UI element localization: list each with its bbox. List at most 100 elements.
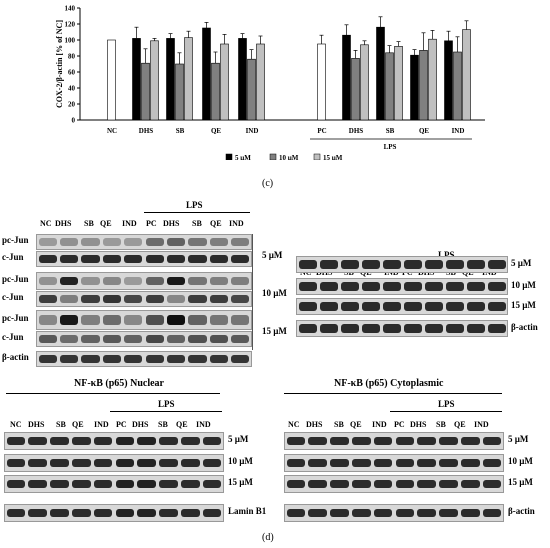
blot-band	[424, 260, 443, 269]
bar	[256, 43, 265, 121]
legend-swatch	[313, 153, 321, 160]
blot-band	[159, 508, 178, 518]
blot-band	[439, 508, 458, 518]
blot-row-label: β-actin	[511, 321, 538, 332]
blot-band	[137, 479, 157, 489]
bar	[184, 37, 193, 121]
nfkb-cyto-panel: NF-κB (p65) Cytoplasmic LPS NC DHS SB QE IND…	[280, 378, 550, 528]
x-tick-label: DHS	[349, 127, 364, 135]
blot-band	[231, 255, 250, 263]
blot-band	[403, 282, 422, 291]
blot-band	[460, 436, 480, 446]
blot-band	[159, 436, 178, 446]
lane-label: PC	[394, 420, 405, 429]
blot-band	[38, 355, 57, 363]
blot-band	[28, 479, 48, 489]
blot-band	[71, 508, 91, 518]
blot-strip	[296, 320, 508, 337]
x-tick-label: PC	[317, 127, 326, 135]
blot-band	[93, 436, 113, 446]
blot-band	[188, 238, 207, 246]
blot-row-label: Lamin B1	[228, 506, 267, 516]
blot-band	[202, 508, 222, 518]
y-tick-label: 120	[65, 21, 76, 29]
blot-band	[351, 436, 371, 446]
blot-band	[188, 295, 207, 303]
bar	[351, 58, 360, 121]
blot-band	[395, 508, 415, 518]
blot-band	[102, 335, 122, 343]
blot-band	[445, 282, 464, 291]
blot-band	[417, 436, 437, 446]
lane-label: IND	[94, 420, 109, 429]
blot-band	[28, 458, 48, 468]
blot-band	[50, 479, 69, 489]
blot-band	[124, 314, 143, 326]
bar	[211, 62, 220, 121]
bar	[107, 39, 116, 121]
blot-strip	[284, 454, 504, 472]
blot-strip	[296, 278, 508, 295]
lane-label: DHS	[55, 219, 72, 228]
blot-strip	[36, 234, 252, 250]
blot-strip	[36, 310, 252, 330]
blot-band	[330, 508, 349, 518]
blot-band	[373, 436, 393, 446]
x-tick-label: NC	[107, 127, 117, 135]
blot-band	[159, 479, 178, 489]
blot-band	[487, 282, 506, 291]
bar	[419, 50, 428, 121]
blot-band	[180, 479, 200, 489]
blot-band	[445, 302, 464, 311]
lane-label: SB	[56, 420, 66, 429]
lane-label: DHS	[410, 420, 427, 429]
lane-label: QE	[176, 420, 188, 429]
blot-band	[361, 282, 380, 291]
blot-row-label: pc-Jun	[2, 313, 29, 323]
blot-band	[209, 314, 229, 326]
blot-band	[115, 508, 135, 518]
lane-label: QE	[350, 420, 362, 429]
blot-band	[188, 314, 207, 326]
blot-band	[439, 436, 458, 446]
cyto-lps-line	[390, 411, 502, 412]
blot-band	[137, 508, 157, 518]
blot-band	[166, 295, 186, 303]
blot-band	[373, 479, 393, 489]
lane-label: NC	[40, 219, 52, 228]
blot-band	[71, 436, 91, 446]
blot-band	[102, 314, 122, 326]
blot-band	[71, 479, 91, 489]
blot-band	[330, 479, 349, 489]
blot-band	[308, 436, 328, 446]
blot-band	[59, 335, 79, 343]
blot-band	[231, 335, 250, 343]
blot-band	[93, 479, 113, 489]
cyto-title-line	[284, 393, 502, 394]
bar	[444, 40, 453, 121]
blot-strip	[36, 351, 252, 367]
lane-label: IND	[122, 219, 137, 228]
blot-band	[286, 508, 306, 518]
blot-band	[145, 314, 164, 326]
blot-band	[445, 324, 464, 333]
cjun-dose-15: 15 µM	[262, 326, 287, 336]
blot-band	[308, 479, 328, 489]
cjun-dose-10: 10 µM	[262, 288, 287, 298]
blot-band	[166, 355, 186, 363]
blot-row-label: 10 µM	[508, 456, 533, 466]
blot-row-label: 5 µM	[508, 434, 529, 444]
lane-label: DHS	[163, 219, 180, 228]
blot-band	[38, 295, 57, 303]
blot-band	[308, 508, 328, 518]
x-tick-label: IND	[452, 127, 465, 135]
lane-label: DHS	[28, 420, 45, 429]
blot-band	[286, 436, 306, 446]
blot-band	[231, 276, 250, 286]
blot-band	[209, 238, 229, 246]
blot-band	[188, 255, 207, 263]
bar	[428, 38, 437, 121]
blot-strip	[36, 291, 252, 307]
bar	[453, 51, 462, 121]
y-tick-label: 20	[68, 101, 76, 109]
